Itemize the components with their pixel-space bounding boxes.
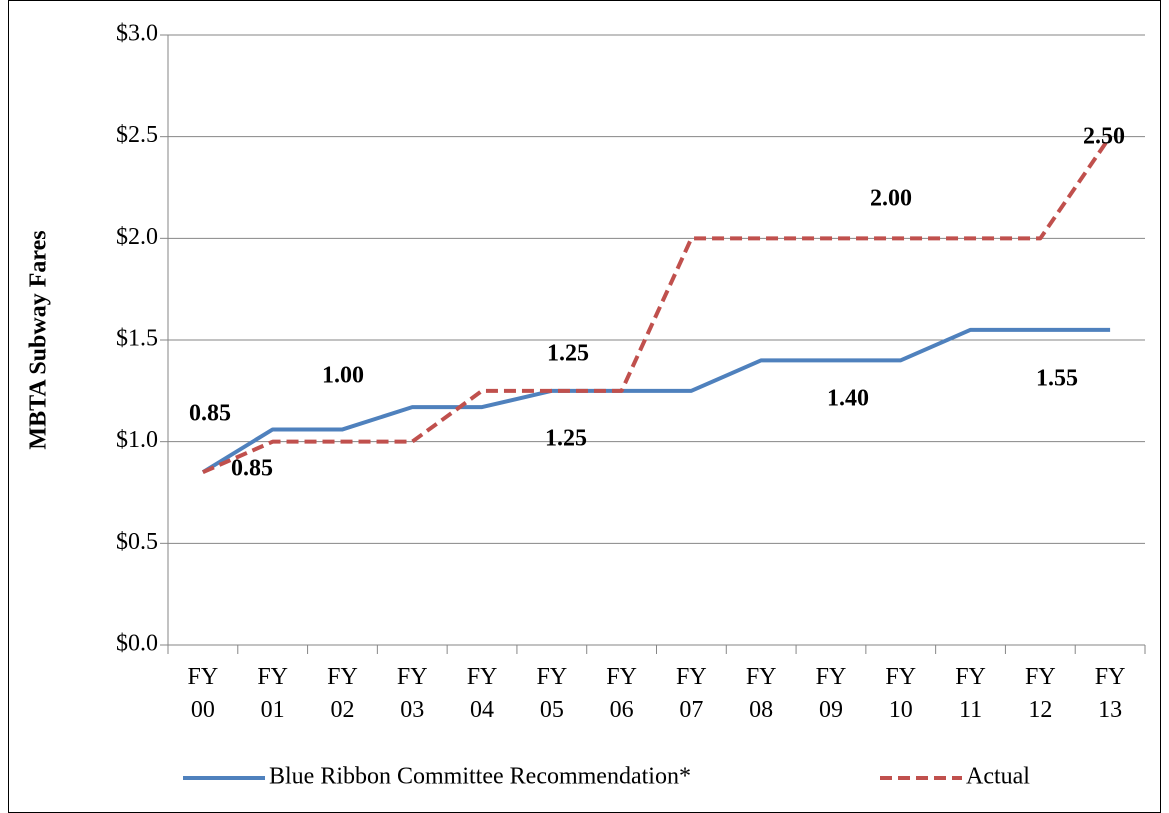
data-label: 1.25 bbox=[547, 341, 589, 367]
data-label: 1.40 bbox=[827, 386, 869, 412]
data-label: 1.55 bbox=[1036, 366, 1078, 392]
y-tick-label: $1.5 bbox=[116, 326, 158, 352]
x-tick-label: FY 07 bbox=[676, 664, 707, 723]
y-tick-label: $2.0 bbox=[116, 224, 158, 250]
data-label: 1.25 bbox=[545, 426, 587, 452]
y-tick-label: $0.5 bbox=[116, 529, 158, 555]
data-label: 0.85 bbox=[231, 456, 273, 482]
x-tick-label: FY 09 bbox=[815, 664, 847, 723]
x-tick-label: FY 05 bbox=[536, 664, 568, 723]
legend-label: Actual bbox=[966, 764, 1030, 790]
data-label: 1.00 bbox=[322, 363, 364, 389]
y-tick-label: $1.0 bbox=[116, 427, 158, 453]
y-tick-label: $2.5 bbox=[116, 122, 158, 148]
x-tick-label: FY 08 bbox=[745, 664, 777, 723]
data-label: 2.50 bbox=[1083, 124, 1125, 150]
x-tick-label: FY 12 bbox=[1024, 664, 1056, 723]
x-tick-label: FY 11 bbox=[955, 664, 986, 723]
series-line bbox=[202, 135, 1112, 474]
legend-label: Blue Ribbon Committee Recommendation* bbox=[269, 764, 691, 790]
x-tick-label: FY 06 bbox=[606, 664, 637, 723]
y-tick-label: $0.0 bbox=[116, 631, 158, 657]
series-line bbox=[201, 327, 1111, 474]
x-tick-label: FY 01 bbox=[257, 664, 289, 723]
x-tick-label: FY 10 bbox=[885, 664, 917, 723]
data-label: 0.85 bbox=[189, 401, 231, 427]
x-tick-label: FY 02 bbox=[327, 664, 358, 723]
x-tick-label: FY 04 bbox=[466, 664, 498, 723]
x-tick-label: FY 03 bbox=[396, 664, 428, 723]
x-tick-label: FY 13 bbox=[1094, 664, 1126, 723]
x-tick-label: FY 00 bbox=[187, 664, 219, 723]
y-tick-label: $3.0 bbox=[116, 21, 158, 47]
y-axis-label: MBTA Subway Fares bbox=[26, 230, 52, 449]
data-label: 2.00 bbox=[870, 186, 912, 212]
